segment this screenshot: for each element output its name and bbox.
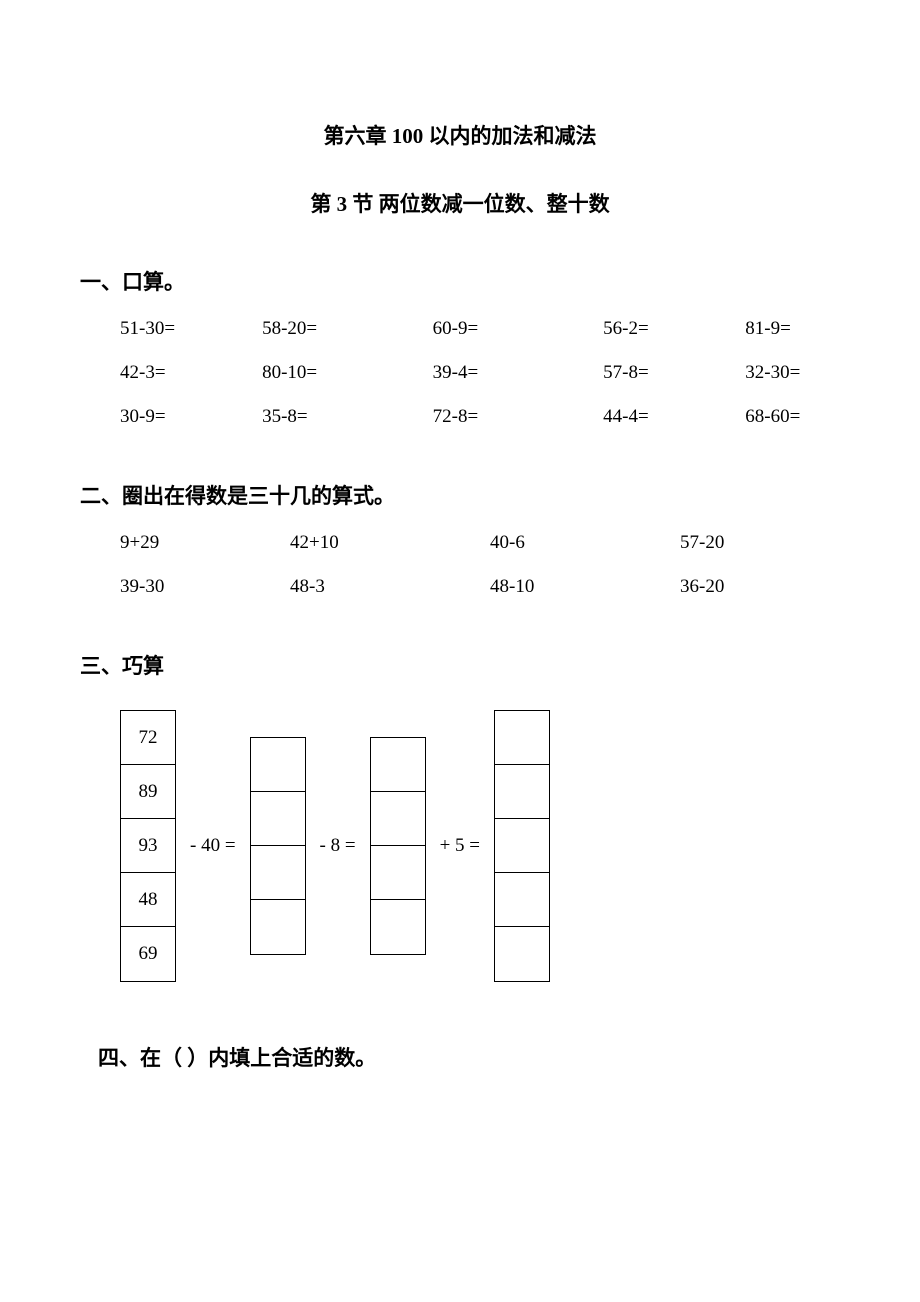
q3-blank-cell <box>251 846 305 900</box>
q3-op2: - 8 = <box>320 835 356 857</box>
q1-cell: 80-10= <box>262 362 433 384</box>
q1-row: 51-30= 58-20= 60-9= 56-2= 81-9= <box>120 318 840 340</box>
q1-cell: 58-20= <box>262 318 433 340</box>
q1-cell: 57-8= <box>603 362 745 384</box>
q1-cell: 56-2= <box>603 318 745 340</box>
q3-blank-cell <box>371 738 425 792</box>
q1-heading: 一、口算。 <box>80 266 840 296</box>
q3-heading: 三、巧算 <box>80 650 840 680</box>
q3-blank-cell <box>495 873 549 927</box>
q1-cell: 42-3= <box>120 362 262 384</box>
q3-chain: 72 89 93 48 69 - 40 = - 8 = + 5 = <box>120 710 840 982</box>
q2-row: 39-30 48-3 48-10 36-20 <box>120 576 840 598</box>
q3-right-column <box>494 710 550 982</box>
q1-cell: 39-4= <box>433 362 604 384</box>
q3-blank-cell <box>371 846 425 900</box>
q1-row: 42-3= 80-10= 39-4= 57-8= 32-30= <box>120 362 840 384</box>
q3-left-cell: 72 <box>121 711 175 765</box>
q3-blank-cell <box>495 819 549 873</box>
q1-cell: 81-9= <box>745 318 840 340</box>
q3-blank-cell <box>495 711 549 765</box>
q3-op1: - 40 = <box>190 835 236 857</box>
q1-cell: 44-4= <box>603 406 745 428</box>
q3-blank-cell <box>371 792 425 846</box>
q3-blank-cell <box>251 900 305 954</box>
q1-cell: 60-9= <box>433 318 604 340</box>
q2-cell: 42+10 <box>290 532 490 554</box>
q2-cell: 48-10 <box>490 576 680 598</box>
q3-blank-cell <box>251 738 305 792</box>
q3-blank-cell <box>495 927 549 981</box>
q1-cell: 68-60= <box>745 406 840 428</box>
q1-cell: 30-9= <box>120 406 262 428</box>
q2-cell: 40-6 <box>490 532 680 554</box>
q3-left-cell: 48 <box>121 873 175 927</box>
q1-cell: 32-30= <box>745 362 840 384</box>
q1-cell: 35-8= <box>262 406 433 428</box>
q2-cell: 57-20 <box>680 532 800 554</box>
q1-row: 30-9= 35-8= 72-8= 44-4= 68-60= <box>120 406 840 428</box>
q4-heading: 四、在（ ）内填上合适的数。 <box>98 1042 840 1072</box>
q1-cell: 51-30= <box>120 318 262 340</box>
q3-blank-cell <box>371 900 425 954</box>
q3-blank-cell <box>251 792 305 846</box>
q2-cell: 39-30 <box>120 576 290 598</box>
q3-op3: + 5 = <box>440 835 480 857</box>
chapter-title: 第六章 100 以内的加法和减法 <box>80 120 840 150</box>
q3-blank-column <box>370 737 426 955</box>
q3-left-cell: 89 <box>121 765 175 819</box>
q2-cell: 9+29 <box>120 532 290 554</box>
q3-left-cell: 93 <box>121 819 175 873</box>
q2-heading: 二、圈出在得数是三十几的算式。 <box>80 480 840 510</box>
q2-cell: 36-20 <box>680 576 800 598</box>
q1-cell: 72-8= <box>433 406 604 428</box>
q3-blank-column <box>250 737 306 955</box>
q2-row: 9+29 42+10 40-6 57-20 <box>120 532 840 554</box>
q3-left-column: 72 89 93 48 69 <box>120 710 176 982</box>
q3-left-cell: 69 <box>121 927 175 981</box>
q2-cell: 48-3 <box>290 576 490 598</box>
q3-blank-cell <box>495 765 549 819</box>
section-title: 第 3 节 两位数减一位数、整十数 <box>80 188 840 218</box>
